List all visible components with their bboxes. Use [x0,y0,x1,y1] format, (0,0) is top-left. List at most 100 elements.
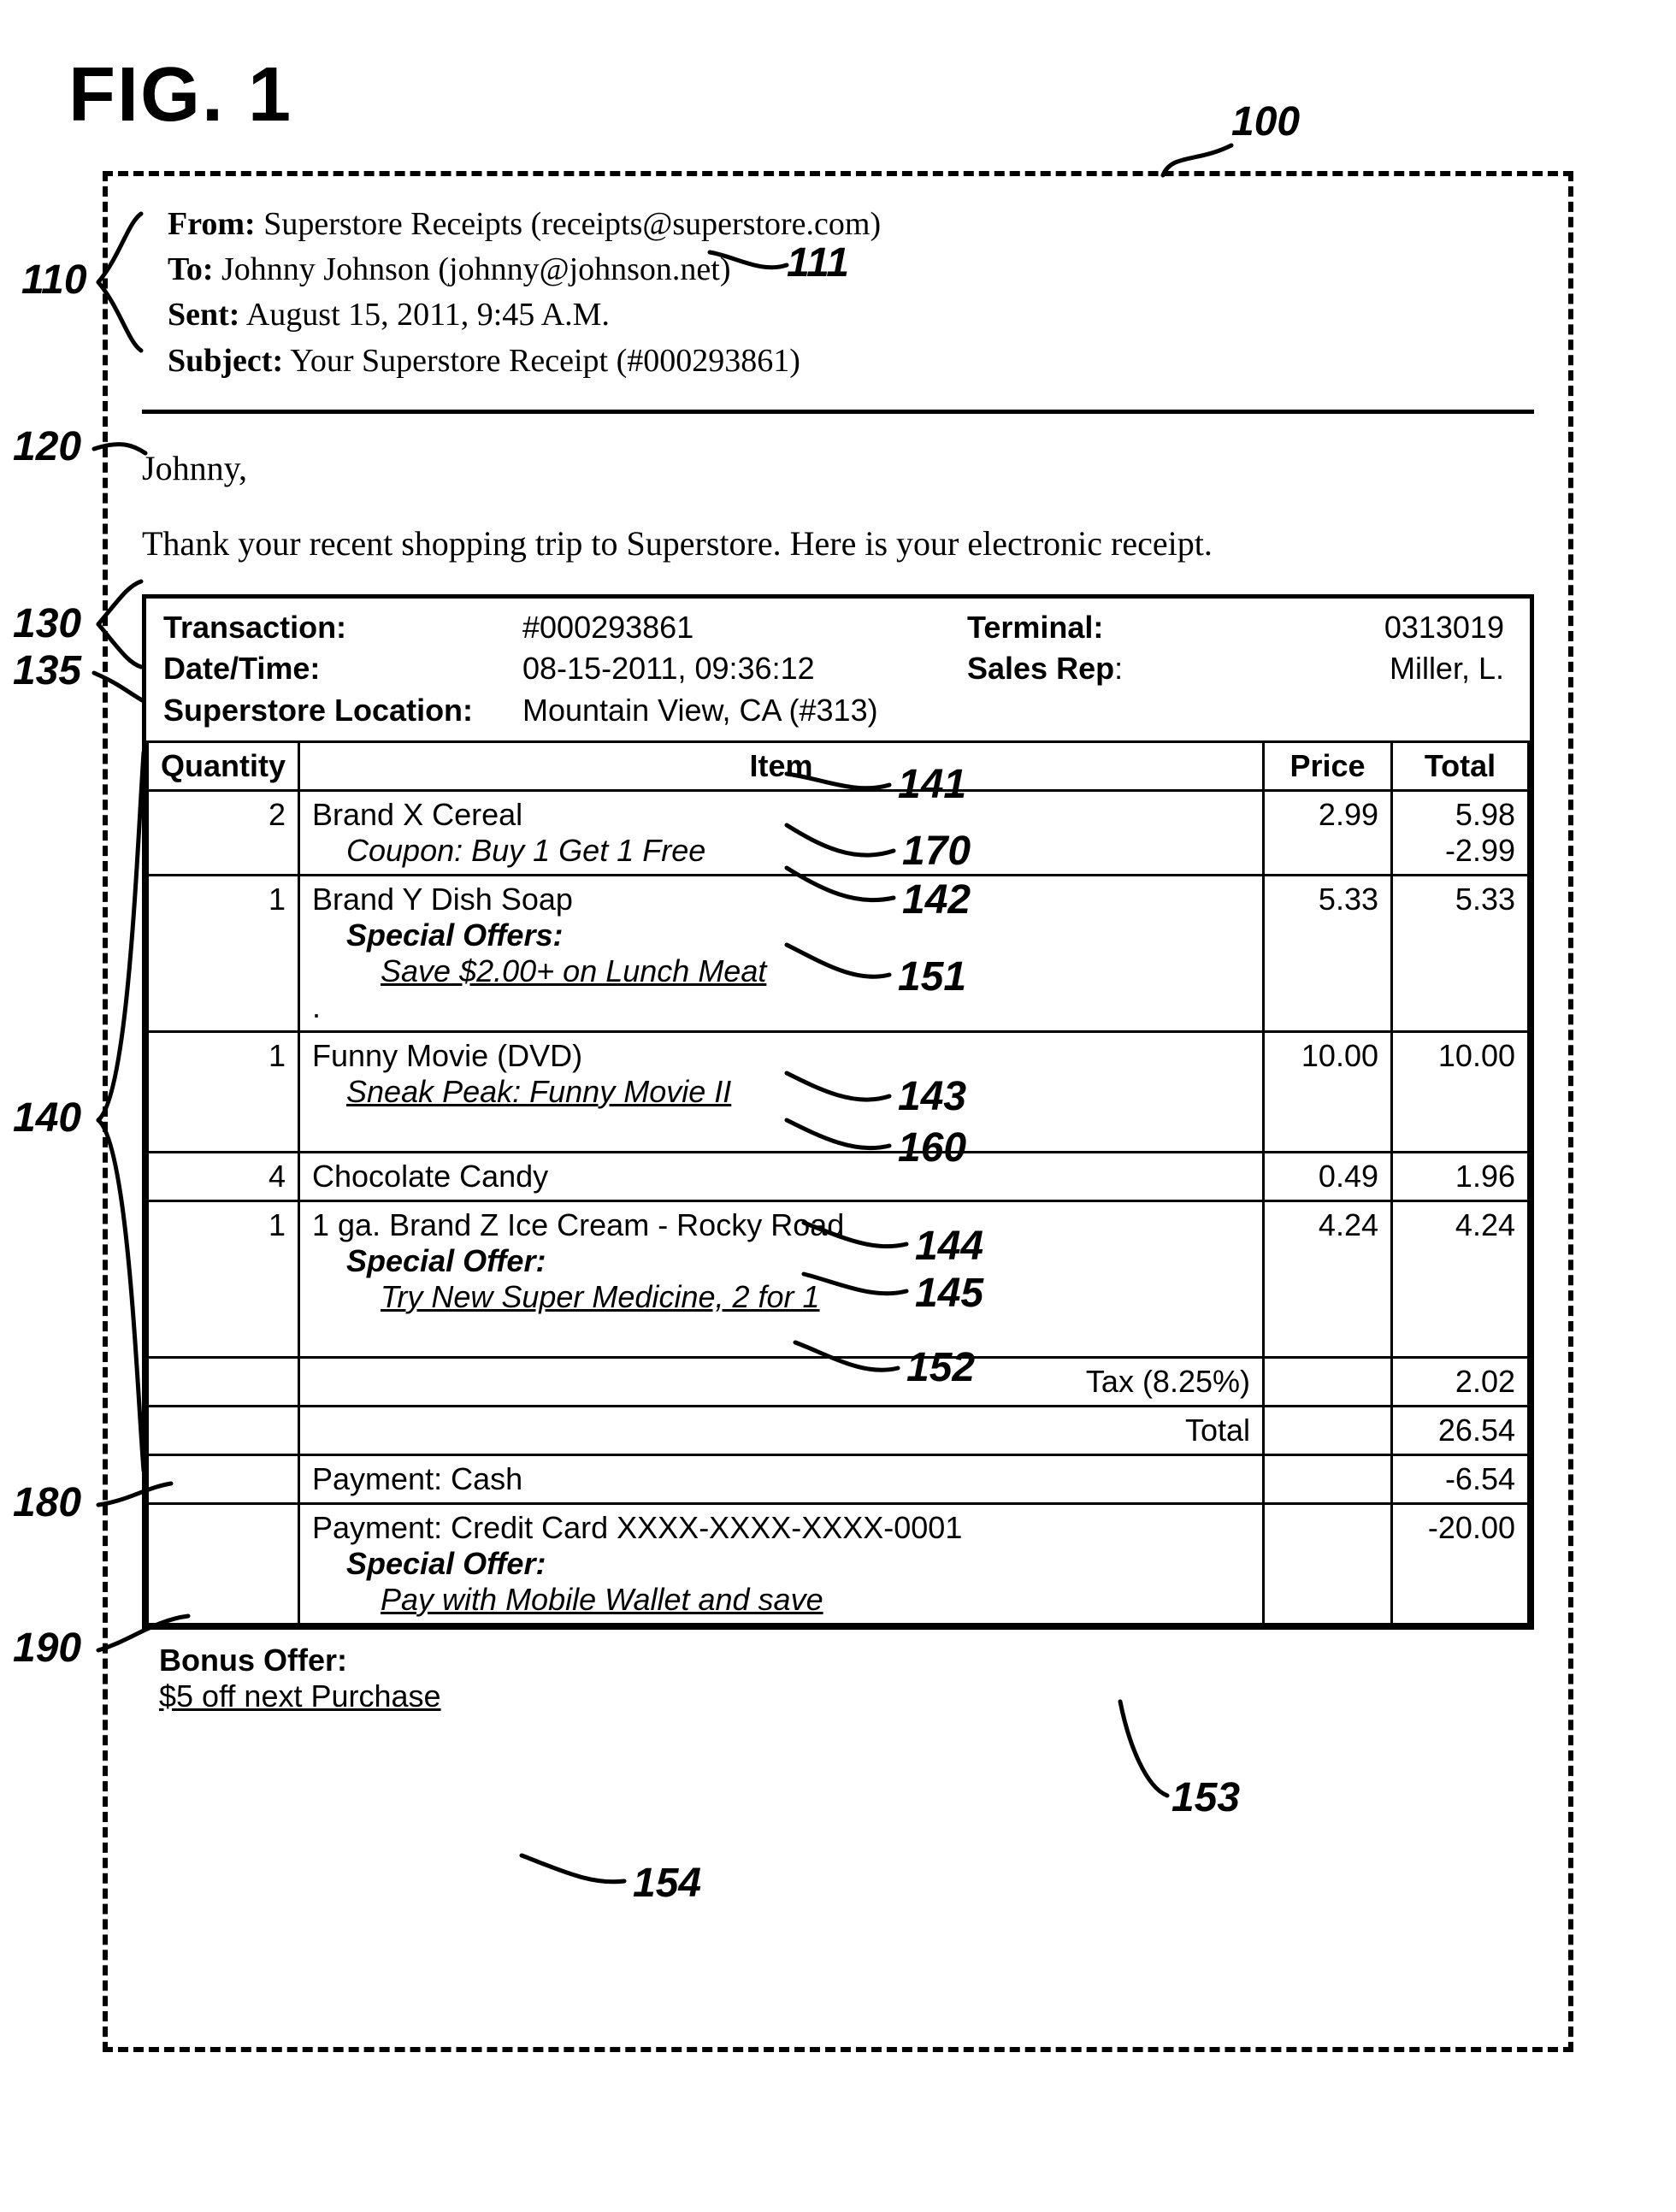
ref-100: 100 [1231,98,1300,145]
total: 1.96 [1392,1152,1529,1200]
to-label: To: [168,251,214,287]
ref-152: 152 [906,1344,975,1391]
item-cell: Brand Y Dish Soap Special Offers: Save $… [299,875,1264,1031]
payment-cash: Payment: Cash [299,1454,1264,1503]
to-value: Johnny Johnson (johnny@johnson.net) [221,251,731,287]
col-item: Item [299,741,1264,790]
qty: 4 [148,1152,299,1200]
ref-130: 130 [13,600,81,647]
item-row: 2 Brand X Cereal Coupon: Buy 1 Get 1 Fre… [148,790,1529,875]
special-offer-label: Special Offer: [312,1546,1250,1582]
total-label: Total [299,1406,1264,1454]
ref-111: 111 [787,239,849,286]
tax-label: Tax (8.25%) [299,1357,1264,1406]
coupon: Coupon: Buy 1 Get 1 Free [312,833,1250,869]
ref-190: 190 [13,1625,81,1672]
bonus-offer: Bonus Offer: $5 off next Purchase [142,1630,1534,1723]
offer-link[interactable]: Pay with Mobile Wallet and save [312,1582,1250,1618]
payment-card-cell: Payment: Credit Card XXXX-XXXX-XXXX-0001… [299,1503,1264,1624]
location-label: Superstore Location: [163,690,522,732]
ref-180: 180 [13,1479,81,1526]
item-name: Chocolate Candy [312,1159,548,1194]
tax-total: 2.02 [1392,1357,1529,1406]
qty: 1 [148,1200,299,1357]
qty: 2 [148,790,299,875]
item-cell: 1 ga. Brand Z Ice Cream - Rocky Road Spe… [299,1200,1264,1357]
qty: 1 [148,1031,299,1152]
item-row: 1 1 ga. Brand Z Ice Cream - Rocky Road S… [148,1200,1529,1357]
ref-154: 154 [633,1860,701,1907]
receipt-box: Transaction: #000293861 Terminal: 031301… [142,594,1534,1630]
salesrep-label: Sales Rep: [967,648,1164,690]
items-table: Quantity Item Price Total 2 Brand X Cere… [146,740,1530,1625]
datetime-value: 08-15-2011, 09:36:12 [522,648,967,690]
special-offer-label: Special Offer: [312,1243,1250,1279]
total-row: Total 26.54 [148,1406,1529,1454]
greeting: Johnny, Thank your recent shopping trip … [142,439,1534,594]
terminal-label: Terminal: [967,607,1164,649]
price: 5.33 [1264,875,1392,1031]
payment-cash-amount: -6.54 [1392,1454,1529,1503]
offer-link[interactable]: Save $2.00+ on Lunch Meat [312,953,1250,989]
greeting-body: Thank your recent shopping trip to Super… [142,515,1534,573]
ref-140: 140 [13,1094,81,1141]
subject-value: Your Superstore Receipt (#000293861) [290,343,800,379]
special-offers-label: Special Offers: [312,917,1250,953]
item-cell: Brand X Cereal Coupon: Buy 1 Get 1 Free [299,790,1264,875]
item-row: 1 Brand Y Dish Soap Special Offers: Save… [148,875,1529,1031]
payment-row: Payment: Credit Card XXXX-XXXX-XXXX-0001… [148,1503,1529,1624]
ref-151: 151 [898,953,966,1000]
salesrep-value: Miller, L. [1164,648,1513,690]
bonus-label: Bonus Offer: [159,1643,1517,1678]
col-quantity: Quantity [148,741,299,790]
receipt-email-container: From: Superstore Receipts (receipts@supe… [103,171,1573,2052]
offer-link[interactable]: Sneak Peak: Funny Movie II [312,1074,1250,1110]
ref-153: 153 [1171,1774,1240,1821]
item-name: 1 ga. Brand Z Ice Cream - Rocky Road [312,1207,844,1242]
ref-110: 110 [21,257,87,304]
total: 5.98-2.99 [1392,790,1529,875]
transaction-value: #000293861 [522,607,967,649]
terminal-value: 0313019 [1164,607,1513,649]
ref-145: 145 [915,1270,983,1317]
subject-label: Subject: [168,343,283,379]
price: 10.00 [1264,1031,1392,1152]
ref-144: 144 [915,1223,983,1270]
email-header: From: Superstore Receipts (receipts@supe… [142,202,1534,401]
items-header-row: Quantity Item Price Total [148,741,1529,790]
ref-135: 135 [13,647,81,694]
from-label: From: [168,206,256,242]
qty: 1 [148,875,299,1031]
ref-143: 143 [898,1073,966,1120]
price: 0.49 [1264,1152,1392,1200]
ref-170: 170 [902,828,971,875]
grand-total: 26.54 [1392,1406,1529,1454]
price: 2.99 [1264,790,1392,875]
payment-card-amount: -20.00 [1392,1503,1529,1624]
datetime-label: Date/Time: [163,648,522,690]
from-value: Superstore Receipts (receipts@superstore… [263,206,881,242]
item-cell: Chocolate Candy [299,1152,1264,1200]
ref-160: 160 [898,1124,966,1171]
item-cell: Funny Movie (DVD) Sneak Peak: Funny Movi… [299,1031,1264,1152]
ref-120: 120 [13,423,81,470]
payment-card: Payment: Credit Card XXXX-XXXX-XXXX-0001 [312,1510,962,1545]
transaction-info: Transaction: #000293861 Terminal: 031301… [146,599,1530,740]
payment-row: Payment: Cash -6.54 [148,1454,1529,1503]
col-total: Total [1392,741,1529,790]
header-separator [142,410,1534,414]
item-row: 1 Funny Movie (DVD) Sneak Peak: Funny Mo… [148,1031,1529,1152]
dot: . [312,989,321,1024]
tax-row: Tax (8.25%) 2.02 [148,1357,1529,1406]
location-value: Mountain View, CA (#313) [522,690,1513,732]
total: 5.33 [1392,875,1529,1031]
offer-link[interactable]: Try New Super Medicine, 2 for 1 [312,1279,1250,1315]
ref-141: 141 [898,761,966,808]
total: 4.24 [1392,1200,1529,1357]
sent-label: Sent: [168,297,239,333]
col-price: Price [1264,741,1392,790]
transaction-label: Transaction: [163,607,522,649]
ref-142: 142 [902,876,971,923]
item-name: Brand X Cereal [312,797,522,832]
bonus-link[interactable]: $5 off next Purchase [159,1678,1517,1714]
